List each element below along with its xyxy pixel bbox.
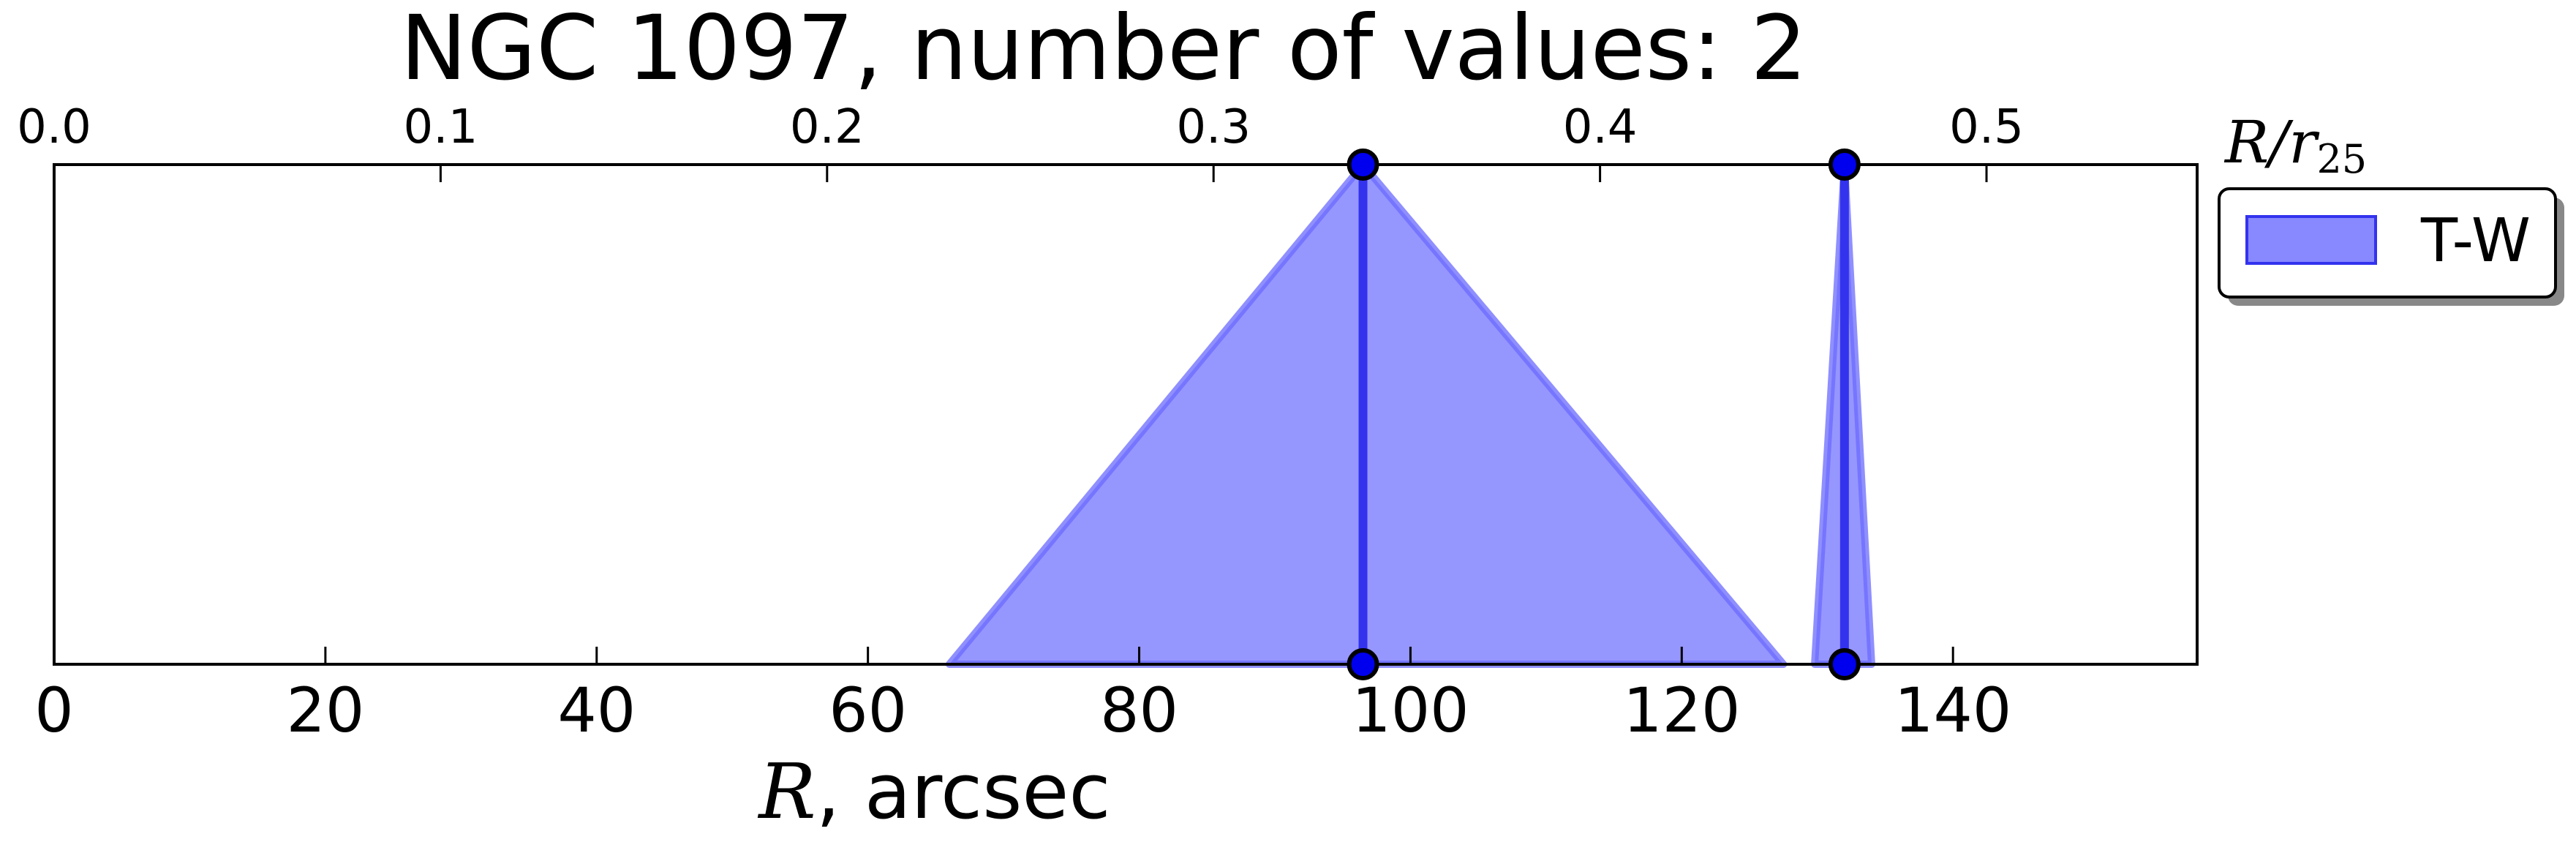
confidence-fills: [945, 161, 1875, 668]
legend: T-W: [2218, 187, 2564, 306]
x-tick-label: 80: [1100, 674, 1178, 746]
x-tick-label: 0: [34, 674, 73, 746]
x-tick-label: 20: [286, 674, 364, 746]
value-marker-bottom: [1828, 648, 1861, 680]
x2-tick-label: 0.5: [1949, 100, 2024, 154]
chart-title: NGC 1097, number of values: 2: [400, 0, 1807, 100]
x-tick-label: 140: [1894, 674, 2011, 746]
value-marker-top: [1347, 149, 1379, 181]
x2-tick-label: 0.4: [1563, 100, 1638, 154]
x2-tick-label: 0.1: [404, 100, 478, 154]
x-tick-label: 100: [1352, 674, 1469, 746]
legend-label: T-W: [2420, 206, 2531, 276]
x2-tick-label: 0.0: [17, 100, 91, 154]
x2-tick-label: 0.2: [790, 100, 865, 154]
x2-axis-label: R/r25: [2223, 108, 2367, 182]
x-tick-label: 40: [557, 674, 636, 746]
value-marker-top: [1828, 149, 1861, 181]
x-axis-label: R, arcsec: [757, 747, 1110, 836]
plot-frame: [53, 163, 2199, 666]
value-marker-bottom: [1347, 648, 1379, 680]
legend-swatch: [2245, 215, 2377, 265]
x-axis-top: 0.0 0.1 0.2 0.3 0.4 0.5: [17, 100, 2024, 182]
x2-tick-label: 0.3: [1176, 100, 1251, 154]
value-lines: [1347, 149, 1861, 680]
x-tick-label: 120: [1623, 674, 1740, 746]
x-tick-label: 60: [829, 674, 907, 746]
x-axis-bottom: 0 20 40 60 80 100 120 140: [34, 647, 2011, 746]
